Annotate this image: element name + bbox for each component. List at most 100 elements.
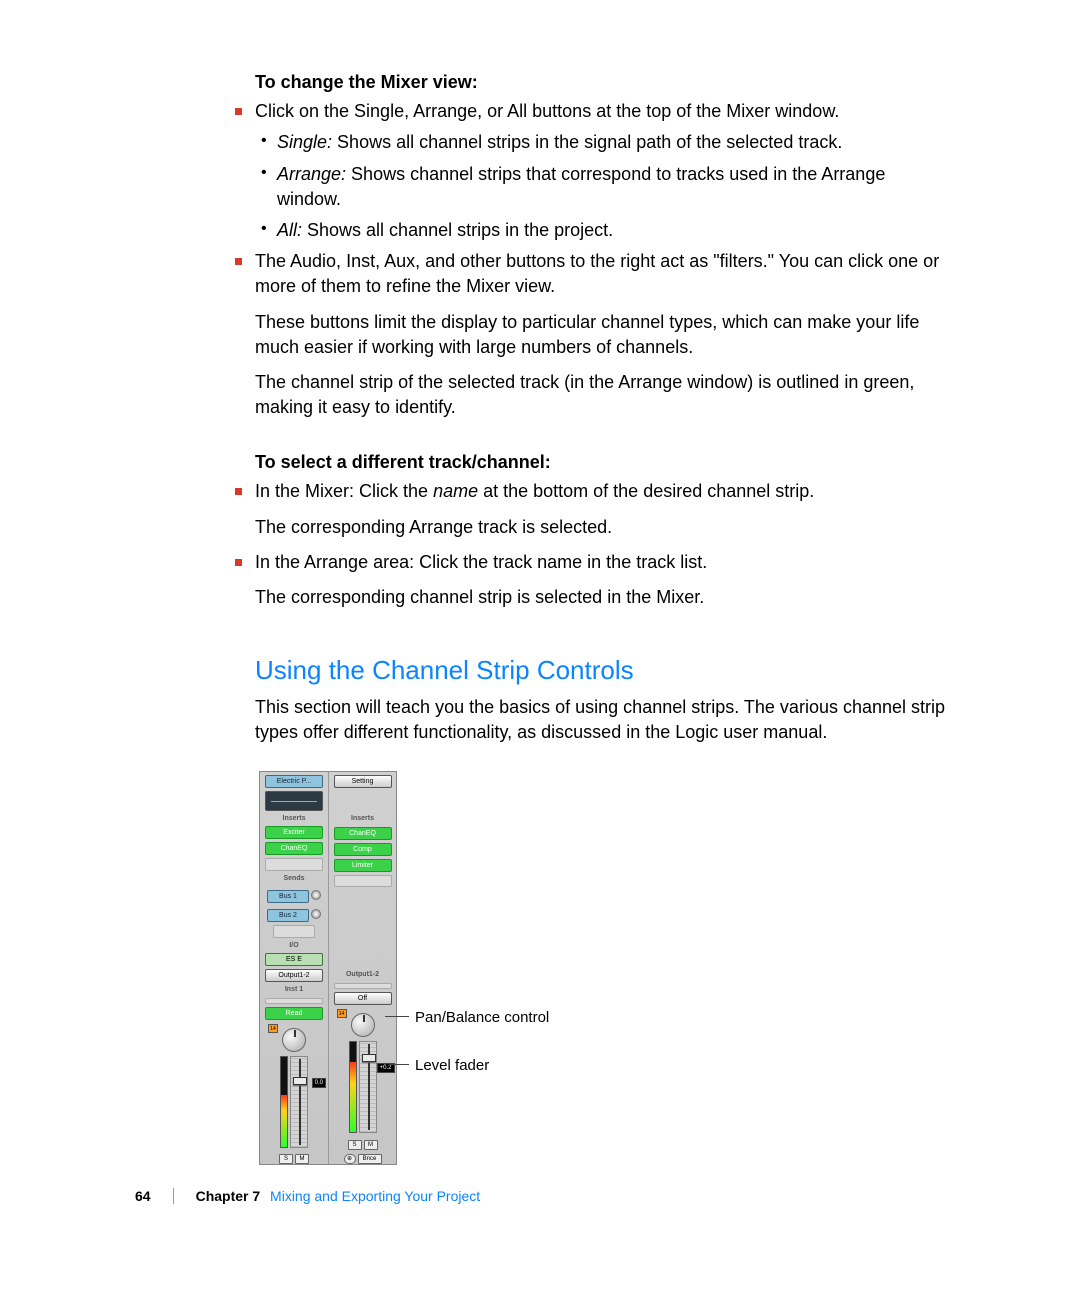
- section2-list: In the Mixer: Click the name at the bott…: [255, 479, 947, 610]
- channel-strip-panel: Electric P... Inserts Exciter ChanEQ Sen…: [259, 771, 397, 1165]
- paragraph: These buttons limit the display to parti…: [255, 310, 947, 360]
- level-meter: [280, 1056, 288, 1148]
- inserts-label: Inserts: [283, 814, 306, 824]
- send-knob[interactable]: [311, 890, 321, 900]
- sends-label: Sends: [283, 874, 304, 884]
- bounce-row: ⊕ Bnce: [344, 1154, 382, 1164]
- section3-intro: This section will teach you the basics o…: [255, 695, 947, 745]
- channel-label: Inst 1: [285, 985, 303, 995]
- setting-button[interactable]: Setting: [334, 775, 392, 788]
- term: Arrange:: [277, 164, 346, 184]
- list-item: In the Arrange area: Click the track nam…: [255, 550, 947, 610]
- page-number: 64: [135, 1188, 151, 1204]
- setting-button[interactable]: Electric P...: [265, 775, 323, 788]
- send-slot-empty[interactable]: [273, 925, 315, 938]
- pan-knob[interactable]: [282, 1028, 306, 1052]
- body-content: To change the Mixer view: Click on the S…: [255, 70, 947, 1167]
- name-italic: name: [433, 481, 478, 501]
- definition: Shows all channel strips in the signal p…: [332, 132, 842, 152]
- record-icon[interactable]: ⊕: [344, 1154, 356, 1164]
- send-slot[interactable]: Bus 1: [267, 890, 309, 903]
- mute-button[interactable]: M: [364, 1140, 378, 1150]
- send-slot[interactable]: Bus 2: [267, 909, 309, 922]
- insert-slot[interactable]: Comp: [334, 843, 392, 856]
- pan-value-lcd: 14: [337, 1009, 347, 1018]
- fader-handle[interactable]: [362, 1054, 376, 1062]
- sub-list-item: Single: Shows all channel strips in the …: [277, 130, 947, 155]
- send-knob[interactable]: [311, 909, 321, 919]
- footer-text: Chapter 7 Mixing and Exporting Your Proj…: [196, 1188, 481, 1204]
- list-item: Click on the Single, Arrange, or All but…: [255, 99, 947, 243]
- fader-track[interactable]: [290, 1056, 308, 1148]
- solo-button[interactable]: S: [348, 1140, 362, 1150]
- pan-control[interactable]: 14: [333, 1009, 393, 1037]
- footer-divider: [173, 1188, 174, 1204]
- sub-list-item: Arrange: Shows channel strips that corre…: [277, 162, 947, 212]
- channel-strip-col-right: Setting Inserts ChanEQ Comp Limiter Outp…: [328, 772, 396, 1164]
- solo-mute-row: S M: [348, 1140, 378, 1150]
- chapter-label: Chapter 7: [196, 1188, 261, 1204]
- insert-slot[interactable]: ChanEQ: [265, 842, 323, 855]
- text-after: at the bottom of the desired channel str…: [478, 481, 814, 501]
- inserts-label: Inserts: [351, 814, 374, 824]
- channel-label: Output1-2: [346, 970, 379, 980]
- text-before: In the Mixer: Click the: [255, 481, 433, 501]
- fader-area: 0.0: [264, 1056, 324, 1150]
- paragraph: The corresponding Arrange track is selec…: [255, 515, 947, 540]
- term: All:: [277, 220, 302, 240]
- manual-page: To change the Mixer view: Click on the S…: [0, 0, 1080, 1296]
- group-slot[interactable]: [265, 998, 323, 1004]
- fader-track[interactable]: [359, 1041, 377, 1133]
- meter-fill: [281, 1095, 287, 1147]
- section1-heading: To change the Mixer view:: [255, 70, 947, 95]
- section2: To select a different track/channel: In …: [255, 450, 947, 610]
- insert-slot[interactable]: ChanEQ: [334, 827, 392, 840]
- automation-button[interactable]: Read: [265, 1007, 323, 1020]
- fader-area: +0.2: [333, 1041, 393, 1136]
- pan-knob[interactable]: [351, 1013, 375, 1037]
- automation-button[interactable]: Off: [334, 992, 392, 1005]
- pan-control[interactable]: 14: [264, 1024, 324, 1052]
- callout-pan: Pan/Balance control: [415, 1007, 549, 1028]
- solo-button[interactable]: S: [279, 1154, 293, 1164]
- section2-heading: To select a different track/channel:: [255, 450, 947, 475]
- paragraph: The channel strip of the selected track …: [255, 370, 947, 420]
- io-label: I/O: [289, 941, 298, 951]
- callout-fader: Level fader: [415, 1055, 489, 1076]
- section1-list: Click on the Single, Arrange, or All but…: [255, 99, 947, 420]
- chapter-title: Mixing and Exporting Your Project: [270, 1188, 480, 1204]
- list-text: Click on the Single, Arrange, or All but…: [255, 101, 839, 121]
- callout-line: [389, 1064, 409, 1065]
- eq-thumbnail[interactable]: [265, 791, 323, 811]
- io-output-slot[interactable]: Output1-2: [265, 969, 323, 982]
- pan-value-lcd: 14: [268, 1024, 278, 1033]
- eq-spacer: [334, 791, 392, 811]
- send-row: Bus 2: [267, 906, 321, 922]
- sub-list: Single: Shows all channel strips in the …: [277, 130, 947, 243]
- list-item: The Audio, Inst, Aux, and other buttons …: [255, 249, 947, 420]
- list-text: In the Arrange area: Click the track nam…: [255, 552, 707, 572]
- send-row: Bus 1: [267, 887, 321, 903]
- paragraph: The corresponding channel strip is selec…: [255, 585, 947, 610]
- level-meter: [349, 1041, 357, 1133]
- mute-button[interactable]: M: [295, 1154, 309, 1164]
- fader-handle[interactable]: [293, 1077, 307, 1085]
- bounce-button[interactable]: Bnce: [358, 1154, 382, 1164]
- term: Single:: [277, 132, 332, 152]
- insert-slot-empty[interactable]: [334, 875, 392, 888]
- callout-line: [385, 1016, 409, 1017]
- insert-slot-empty[interactable]: [265, 858, 323, 871]
- sub-list-item: All: Shows all channel strips in the pro…: [277, 218, 947, 243]
- channel-strip-col-left: Electric P... Inserts Exciter ChanEQ Sen…: [260, 772, 328, 1164]
- list-text: The Audio, Inst, Aux, and other buttons …: [255, 251, 939, 296]
- page-footer: 64 Chapter 7 Mixing and Exporting Your P…: [135, 1188, 480, 1204]
- list-item: In the Mixer: Click the name at the bott…: [255, 479, 947, 539]
- insert-slot[interactable]: Limiter: [334, 859, 392, 872]
- fader-value: 0.0: [312, 1078, 326, 1088]
- channel-strip-figure: Electric P... Inserts Exciter ChanEQ Sen…: [255, 767, 795, 1167]
- group-slot[interactable]: [334, 983, 392, 989]
- insert-slot[interactable]: Exciter: [265, 826, 323, 839]
- io-input-slot[interactable]: ES E: [265, 953, 323, 966]
- section3-title: Using the Channel Strip Controls: [255, 652, 947, 688]
- definition: Shows channel strips that correspond to …: [277, 164, 885, 209]
